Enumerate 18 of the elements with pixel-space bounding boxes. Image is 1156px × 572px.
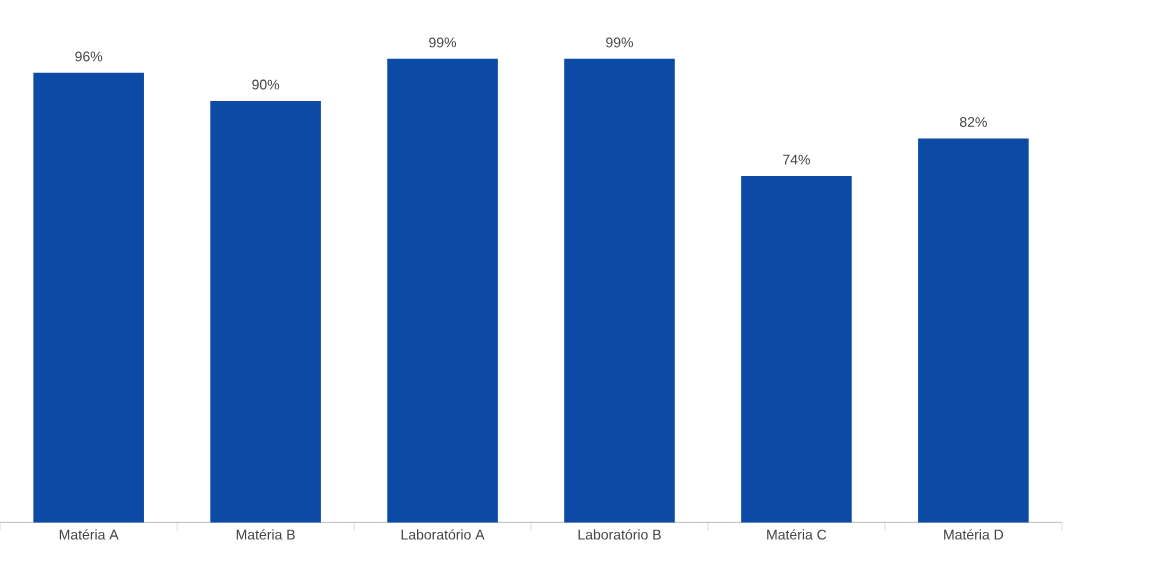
x-tick-label: Matéria A (59, 529, 119, 540)
bar (918, 138, 1029, 523)
data-label: 82% (959, 117, 987, 127)
data-label: 74% (783, 154, 810, 165)
bar (387, 58, 498, 523)
x-tick-label: Laboratório A (401, 529, 485, 540)
data-label: 96% (75, 51, 103, 62)
bar (33, 72, 144, 523)
data-label: 99% (429, 37, 457, 48)
bar (741, 175, 852, 523)
x-tick-label: Matéria D (944, 529, 1004, 540)
x-tick-label: Matéria C (767, 529, 827, 540)
x-tick-label: Matéria B (236, 529, 295, 540)
x-tick-label: Laboratório B (578, 529, 661, 540)
data-label: 90% (252, 79, 280, 90)
data-label: 99% (606, 37, 634, 48)
bar (210, 100, 321, 523)
bar (564, 58, 675, 523)
